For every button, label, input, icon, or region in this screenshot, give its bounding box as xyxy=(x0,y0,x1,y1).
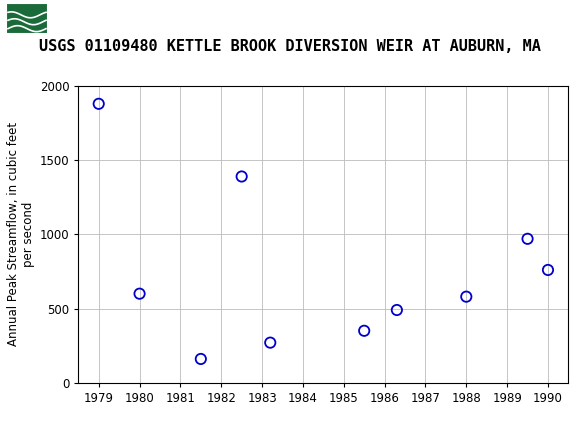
Point xyxy=(266,339,275,346)
Point xyxy=(237,173,246,180)
Point xyxy=(523,235,532,242)
Point xyxy=(196,356,205,362)
Y-axis label: Annual Peak Streamflow, in cubic feet
per second: Annual Peak Streamflow, in cubic feet pe… xyxy=(8,122,35,347)
Bar xyxy=(6,3,48,34)
Point xyxy=(543,267,553,273)
Point xyxy=(135,290,144,297)
Text: USGS 01109480 KETTLE BROOK DIVERSION WEIR AT AUBURN, MA: USGS 01109480 KETTLE BROOK DIVERSION WEI… xyxy=(39,39,541,54)
Point xyxy=(94,100,103,107)
Point xyxy=(360,327,369,334)
Text: USGS: USGS xyxy=(52,9,107,27)
Point xyxy=(462,293,471,300)
Point xyxy=(392,307,401,313)
